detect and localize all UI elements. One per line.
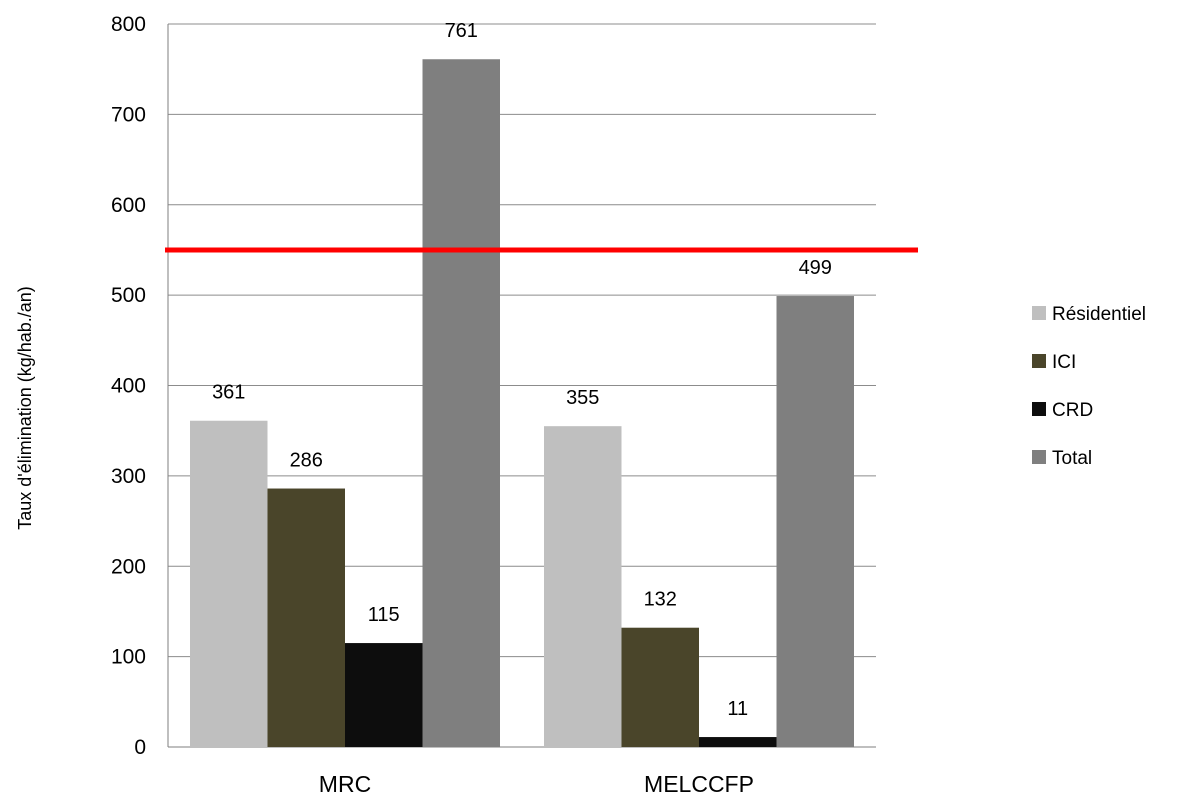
bar-résidentiel-mrc: [190, 420, 268, 747]
bar-total-melccfp: [776, 296, 854, 747]
data-label-ici-melccfp: 132: [644, 589, 677, 611]
bars: [190, 59, 854, 747]
category-labels: MRC MELCCFP: [319, 771, 754, 797]
data-label-crd-melccfp: 11: [727, 698, 748, 720]
y-axis-title: Taux d'élimination (kg/hab./an): [15, 286, 35, 530]
data-label-total-mrc: 761: [445, 20, 478, 42]
legend-swatch-crd: [1032, 402, 1046, 416]
data-label-total-melccfp: 499: [799, 257, 832, 279]
y-tick-label-300: 300: [111, 465, 146, 488]
y-tick-label-0: 0: [134, 736, 146, 759]
legend-label-total: Total: [1052, 448, 1092, 469]
data-label-résidentiel-melccfp: 355: [566, 387, 599, 409]
data-label-crd-mrc: 115: [368, 604, 400, 626]
y-tick-label-800: 800: [111, 13, 146, 36]
y-tick-label-700: 700: [111, 103, 146, 126]
legend: Résidentiel ICI CRD Total: [1032, 304, 1146, 469]
data-label-résidentiel-mrc: 361: [212, 382, 245, 404]
category-label-melccfp: MELCCFP: [644, 771, 754, 797]
y-tick-label-600: 600: [111, 194, 146, 217]
category-label-mrc: MRC: [319, 771, 371, 797]
legend-swatch-résidentiel: [1032, 306, 1046, 320]
legend-label-ici: ICI: [1052, 352, 1076, 373]
bar-total-mrc: [422, 59, 500, 747]
y-tick-label-400: 400: [111, 375, 146, 398]
y-tick-label-500: 500: [111, 284, 146, 307]
bar-résidentiel-melccfp: [544, 426, 622, 747]
data-label-ici-mrc: 286: [290, 450, 323, 472]
legend-label-résidentiel: Résidentiel: [1052, 304, 1146, 325]
legend-label-crd: CRD: [1052, 400, 1093, 421]
y-axis-tick-labels: 0 100 200 300 400 500 600 700 800: [111, 13, 146, 759]
y-tick-label-100: 100: [111, 646, 146, 669]
bar-crd-mrc: [345, 643, 423, 747]
legend-swatch-total: [1032, 450, 1046, 464]
y-tick-label-200: 200: [111, 555, 146, 578]
data-labels: 361 286 115 761 355 132 11 499: [212, 20, 832, 720]
bar-ici-mrc: [267, 488, 345, 747]
bar-crd-melccfp: [699, 737, 777, 747]
bar-ici-melccfp: [621, 627, 699, 747]
legend-swatch-ici: [1032, 354, 1046, 368]
